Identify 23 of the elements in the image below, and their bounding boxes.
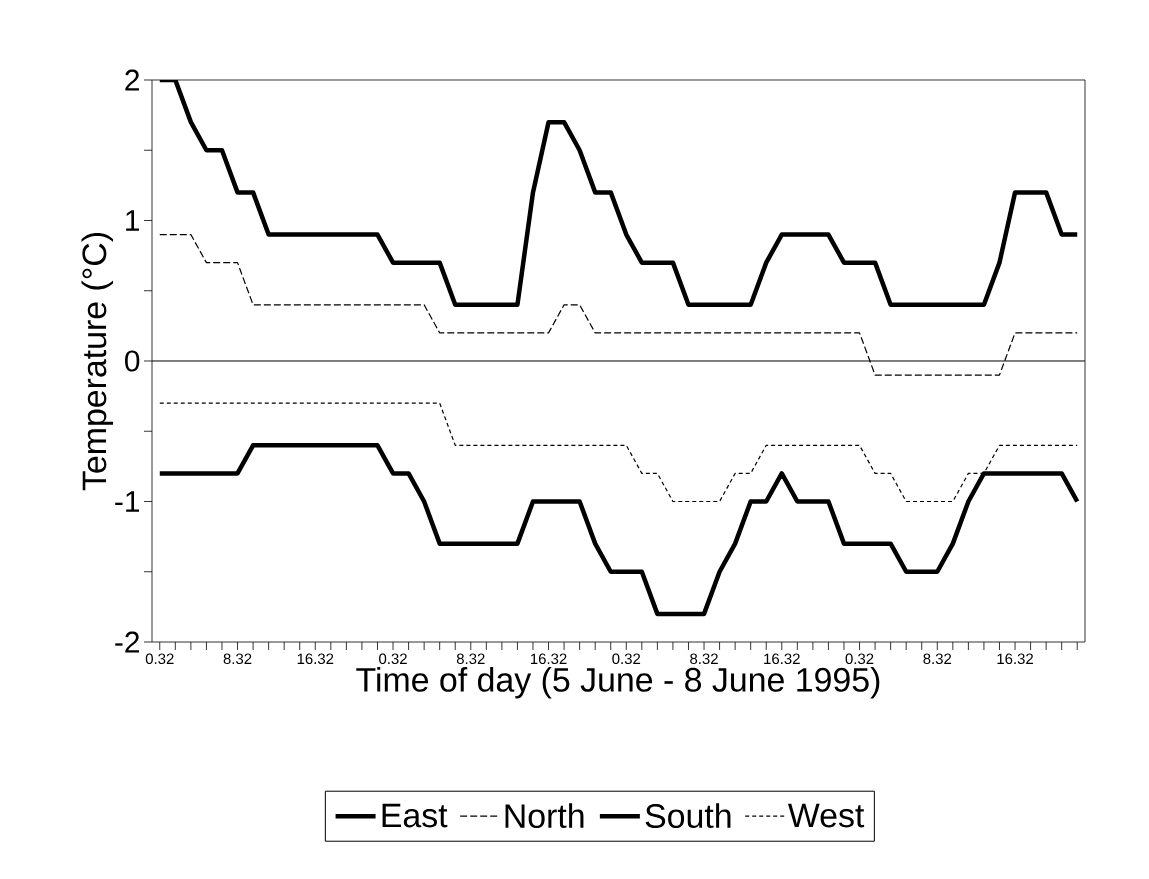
legend-label: South bbox=[645, 803, 731, 829]
y-axis-title: Temperature (°C) bbox=[81, 233, 114, 491]
y-tick-label: -1 bbox=[115, 491, 140, 512]
y-tick-label: 0 bbox=[125, 350, 140, 372]
x-axis-title: Time of day (5 June - 8 June 1995) bbox=[356, 666, 880, 699]
x-tick-label: 8.32 bbox=[223, 653, 252, 665]
x-tick-label: 8.32 bbox=[456, 653, 485, 665]
x-tick-label: 8.32 bbox=[923, 653, 952, 665]
x-tick-label: 16.32 bbox=[764, 653, 800, 665]
legend-label: East bbox=[382, 803, 448, 828]
x-tick-label: 0.32 bbox=[145, 653, 174, 665]
x-tick-label: 8.32 bbox=[690, 653, 718, 665]
y-tick-label: -2 bbox=[115, 631, 139, 653]
x-tick-label: 0.32 bbox=[379, 653, 407, 665]
y-tick-label: 2 bbox=[125, 69, 139, 91]
y-tick-label: 1 bbox=[126, 210, 140, 231]
x-tick-label: 0.32 bbox=[845, 653, 874, 665]
x-tick-label: 16.32 bbox=[997, 653, 1033, 665]
legend-label: North bbox=[505, 803, 584, 829]
x-tick-label: 16.32 bbox=[297, 653, 334, 665]
x-tick-label: 0.32 bbox=[612, 653, 641, 665]
x-tick-label: 16.32 bbox=[530, 653, 567, 665]
legend-label: West bbox=[787, 803, 865, 828]
